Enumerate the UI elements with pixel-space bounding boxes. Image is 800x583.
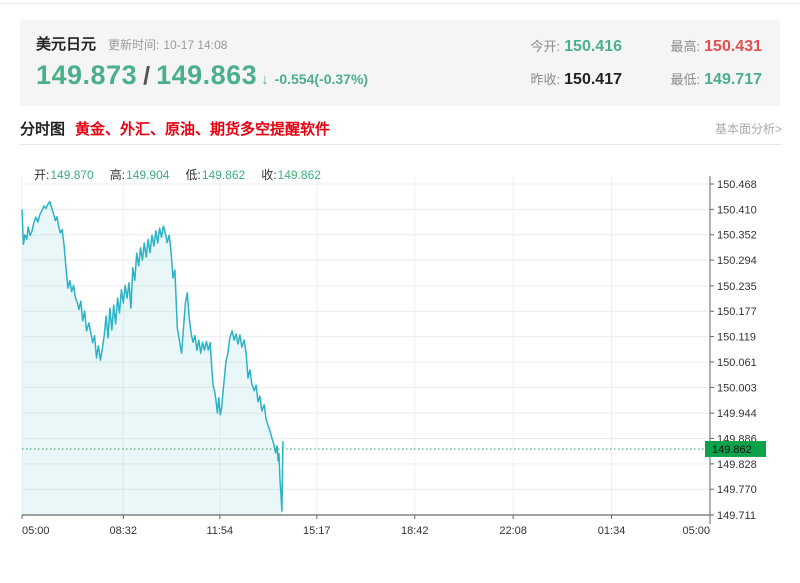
y-axis-label: 150.003 — [717, 382, 757, 394]
x-axis-label: 05:00 — [682, 525, 710, 537]
bid-price: 149.873 — [36, 60, 138, 90]
x-axis-label: 05:00 — [22, 525, 50, 537]
ohlc-low: 低:149.862 — [185, 168, 246, 182]
current-price-tag — [705, 440, 766, 457]
chart-tab-bar: 分时图 黄金、外汇、原油、期货多空提醒软件 基本面分析> — [20, 112, 782, 145]
y-axis-label: 149.770 — [717, 484, 757, 496]
area-fill — [22, 201, 283, 515]
y-axis-label: 150.061 — [717, 357, 757, 369]
stat-prev-close: 昨收: 150.417 — [530, 71, 622, 88]
price-slash: / — [143, 62, 151, 90]
y-axis-label: 150.177 — [717, 306, 757, 318]
x-axis-label: 22:08 — [499, 525, 527, 537]
quote-header: 美元日元 更新时间: 10-17 14:08 149.873 / 149.863 … — [20, 20, 780, 106]
x-axis-label: 15:17 — [303, 525, 331, 537]
price-change: -0.554(-0.37%) — [274, 71, 369, 87]
ohlc-high: 高:149.904 — [109, 168, 170, 182]
down-arrow-icon: ↓ — [261, 71, 269, 88]
ohlc-row: 开:149.870 高:149.904 低:149.862 收:149.862 — [34, 166, 337, 183]
y-axis-label: 150.410 — [717, 204, 757, 216]
ask-price: 149.863 — [156, 60, 258, 90]
page-top-divider — [0, 3, 800, 4]
y-axis-label: 149.828 — [717, 459, 757, 471]
y-axis-label: 150.294 — [717, 255, 757, 267]
y-axis-label: 150.119 — [717, 332, 756, 344]
stat-open: 今开: 150.416 — [530, 38, 622, 55]
x-axis-label: 18:42 — [401, 525, 429, 537]
quote-left-block: 美元日元 更新时间: 10-17 14:08 149.873 / 149.863 … — [20, 20, 368, 106]
quote-stats: 今开: 150.416 最高: 150.431 昨收: 150.417 最低: … — [504, 20, 780, 106]
ad-link[interactable]: 黄金、外汇、原油、期货多空提醒软件 — [75, 120, 331, 138]
y-axis-label: 149.711 — [717, 510, 756, 522]
x-axis-label: 11:54 — [206, 525, 233, 537]
fundamental-analysis-link[interactable]: 基本面分析> — [714, 121, 782, 136]
y-axis-label: 150.235 — [717, 281, 757, 293]
symbol-title: 美元日元 — [36, 36, 97, 53]
x-axis-label: 01:34 — [598, 525, 626, 537]
y-axis-label: 150.468 — [717, 179, 757, 191]
intraday-chart[interactable]: 150.468 150.410 150.352 150.294 150.235 150.1… — [0, 158, 800, 578]
stat-low: 最低: 149.717 — [670, 71, 762, 88]
ohlc-close: 收:149.862 — [261, 168, 321, 182]
y-axis-label: 150.352 — [717, 230, 757, 242]
current-price-tag-label: 149.862 — [712, 444, 752, 456]
x-axis-label: 08:32 — [110, 525, 138, 537]
ohlc-open: 开:149.870 — [34, 168, 94, 182]
y-axis-label: 149.944 — [717, 408, 757, 420]
tab-intraday[interactable]: 分时图 — [20, 120, 66, 138]
stat-high: 最高: 150.431 — [670, 38, 762, 55]
intraday-chart-section: 开:149.870 高:149.904 低:149.862 收:149.862 … — [0, 158, 800, 578]
update-time: 更新时间: 10-17 14:08 — [108, 38, 228, 52]
price-line — [21, 200, 284, 512]
